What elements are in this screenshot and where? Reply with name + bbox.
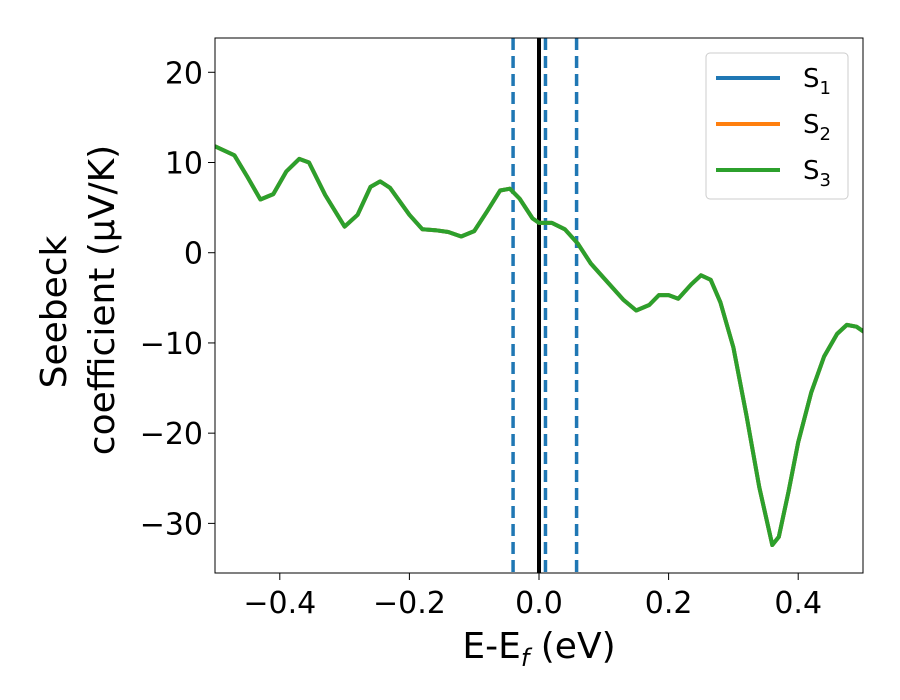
x-tick-label: 0.2 xyxy=(645,586,693,621)
y-tick-label: 20 xyxy=(165,56,203,91)
legend: S1 S2 S3 xyxy=(705,52,849,200)
legend-label-s3: S3 xyxy=(803,156,831,191)
y-tick-label: 10 xyxy=(165,147,203,182)
legend-label-s2: S2 xyxy=(803,110,831,145)
y-tick-label: −10 xyxy=(140,327,203,362)
y-axis-title-line2: coefficient (μV/K) xyxy=(82,145,123,455)
x-tick-label: −0.2 xyxy=(373,586,446,621)
x-tick-label: 0.4 xyxy=(774,586,822,621)
y-tick-label: −30 xyxy=(140,507,203,542)
y-axis-ticks: 20 10 0 −10 −20 −30 xyxy=(140,56,215,542)
y-axis-title-line1: Seebeck xyxy=(34,235,75,388)
y-tick-label: −20 xyxy=(140,417,203,452)
x-axis-title: E-Ef (eV) xyxy=(462,626,615,672)
x-axis-ticks: −0.4 −0.2 0.0 0.2 0.4 xyxy=(243,573,822,621)
legend-label-s1: S1 xyxy=(803,64,831,99)
y-tick-label: 0 xyxy=(184,237,203,272)
series-line-s3 xyxy=(215,144,863,547)
series-lines xyxy=(215,144,863,547)
vertical-reference-lines xyxy=(511,38,579,573)
x-tick-label: 0.0 xyxy=(515,586,563,621)
x-tick-label: −0.4 xyxy=(243,586,316,621)
y-axis-title: Seebeck coefficient (μV/K) xyxy=(34,145,123,455)
